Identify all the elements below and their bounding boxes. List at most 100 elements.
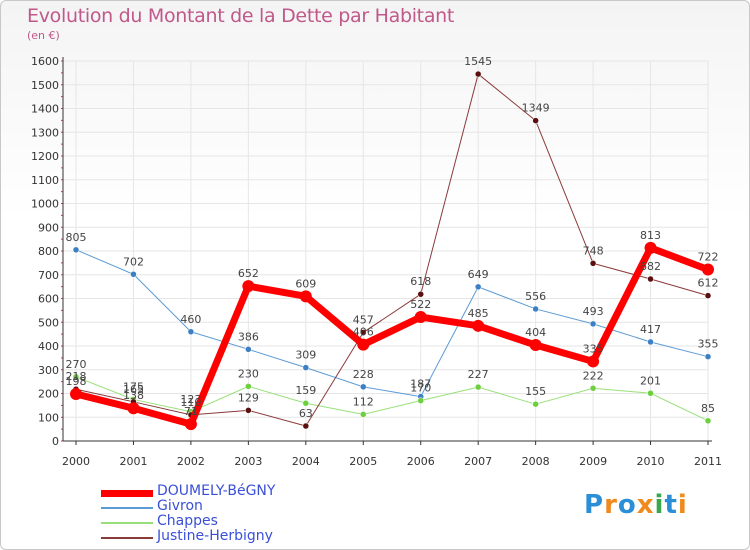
y-tick-label: 100 <box>38 411 59 424</box>
data-label-justine-herbigny: 618 <box>410 275 431 288</box>
y-tick-label: 300 <box>38 364 59 377</box>
point-givron <box>302 364 310 371</box>
data-label-chappes: 230 <box>238 367 259 380</box>
point-doumely-b-gny <box>70 387 82 400</box>
data-label-givron: 228 <box>353 368 374 381</box>
data-label-givron: 702 <box>123 255 144 268</box>
data-label-justine-herbigny: 748 <box>583 244 604 257</box>
data-label-doumely-b-gny: 138 <box>123 389 144 402</box>
point-givron <box>532 305 539 313</box>
chart-data-labels: 198 138 71 652 609 406 522 485 404 335 813 722 805 70… <box>66 55 719 420</box>
series-line-doumely-b-gny <box>72 244 712 428</box>
series-line-justine-herbigny <box>75 73 709 427</box>
chart-title: Evolution du Montant de la Dette par Hab… <box>27 5 455 27</box>
point-givron <box>130 271 137 278</box>
legend-swatch <box>101 489 153 497</box>
point-doumely-b-gny <box>644 241 657 254</box>
data-label-givron: 649 <box>468 268 489 281</box>
legend-swatch <box>101 537 153 539</box>
x-tick-label: 2002 <box>177 455 205 468</box>
y-tick-label: 700 <box>38 269 59 282</box>
point-justine-herbigny <box>647 275 654 283</box>
data-label-doumely-b-gny: 335 <box>583 342 604 355</box>
point-chappes <box>417 397 424 404</box>
data-label-justine-herbigny: 63 <box>299 407 313 420</box>
x-tick-label: 2011 <box>694 455 722 468</box>
x-tick-label: 2003 <box>234 455 262 468</box>
legend-swatch <box>101 507 153 509</box>
legend-label: Justine-Herbigny <box>157 528 273 544</box>
point-givron <box>72 246 80 254</box>
data-label-doumely-b-gny: 813 <box>640 229 661 242</box>
point-justine-herbigny <box>302 422 310 430</box>
data-label-doumely-b-gny: 71 <box>184 405 198 418</box>
point-chappes <box>474 383 482 391</box>
data-label-chappes: 123 <box>180 393 201 406</box>
legend-label: Givron <box>157 498 203 514</box>
series-line-givron <box>75 249 709 398</box>
point-chappes <box>245 383 252 390</box>
point-doumely-b-gny <box>357 338 370 351</box>
point-givron <box>245 346 252 353</box>
point-chappes <box>589 385 597 392</box>
legend-label: Chappes <box>157 513 218 529</box>
data-label-givron: 386 <box>238 330 259 343</box>
point-chappes <box>72 373 80 381</box>
data-label-justine-herbigny: 1545 <box>464 55 492 68</box>
data-label-chappes: 159 <box>295 384 316 397</box>
point-justine-herbigny <box>474 70 482 78</box>
point-justine-herbigny <box>417 290 424 298</box>
point-justine-herbigny <box>245 407 252 414</box>
y-tick-label: 200 <box>38 388 59 401</box>
y-tick-label: 1300 <box>31 126 59 139</box>
point-givron <box>360 383 367 391</box>
data-label-doumely-b-gny: 722 <box>698 251 719 264</box>
proxiti-logo: Proxiti <box>584 490 688 520</box>
legend-label: DOUMELY-BéGNY <box>157 483 276 499</box>
data-label-justine-herbigny: 129 <box>238 391 259 404</box>
data-label-chappes: 112 <box>353 395 374 408</box>
point-chappes <box>360 411 367 418</box>
data-label-givron: 805 <box>66 231 87 244</box>
x-tick-label: 2000 <box>62 455 90 468</box>
data-label-doumely-b-gny: 198 <box>66 375 87 388</box>
data-label-justine-herbigny: 165 <box>123 383 144 396</box>
x-tick-label: 2010 <box>637 455 665 468</box>
data-label-justine-herbigny: 110 <box>180 396 201 409</box>
data-label-justine-herbigny: 612 <box>698 277 719 290</box>
data-label-chappes: 175 <box>123 380 144 393</box>
point-givron <box>647 338 654 346</box>
point-givron <box>187 328 195 335</box>
data-label-givron: 493 <box>583 305 604 318</box>
point-chappes <box>532 400 539 408</box>
data-label-justine-herbigny: 682 <box>640 260 661 273</box>
data-label-doumely-b-gny: 485 <box>468 307 489 320</box>
data-label-doumely-b-gny: 652 <box>238 267 259 280</box>
data-label-doumely-b-gny: 522 <box>410 298 431 311</box>
legend-swatch <box>101 522 153 524</box>
x-tick-label: 2007 <box>464 455 492 468</box>
point-doumely-b-gny <box>184 418 197 431</box>
point-doumely-b-gny <box>529 339 542 352</box>
point-doumely-b-gny <box>127 402 140 415</box>
y-tick-label: 1000 <box>31 198 59 211</box>
y-tick-label: 0 <box>52 435 59 448</box>
x-tick-label: 2001 <box>119 455 147 468</box>
data-label-chappes: 170 <box>410 382 431 395</box>
point-justine-herbigny <box>360 329 367 336</box>
y-tick-label: 500 <box>38 316 59 329</box>
y-tick-label: 800 <box>38 245 59 258</box>
data-label-givron: 309 <box>295 349 316 362</box>
point-doumely-b-gny <box>587 355 600 368</box>
point-givron <box>704 353 712 360</box>
point-doumely-b-gny <box>702 263 714 276</box>
point-doumely-b-gny <box>242 280 255 293</box>
point-givron <box>474 283 482 291</box>
data-label-doumely-b-gny: 406 <box>353 326 374 339</box>
point-doumely-b-gny <box>299 290 312 303</box>
data-label-chappes: 227 <box>468 368 489 381</box>
data-label-chappes: 201 <box>640 374 661 387</box>
x-tick-label: 2004 <box>292 455 320 468</box>
